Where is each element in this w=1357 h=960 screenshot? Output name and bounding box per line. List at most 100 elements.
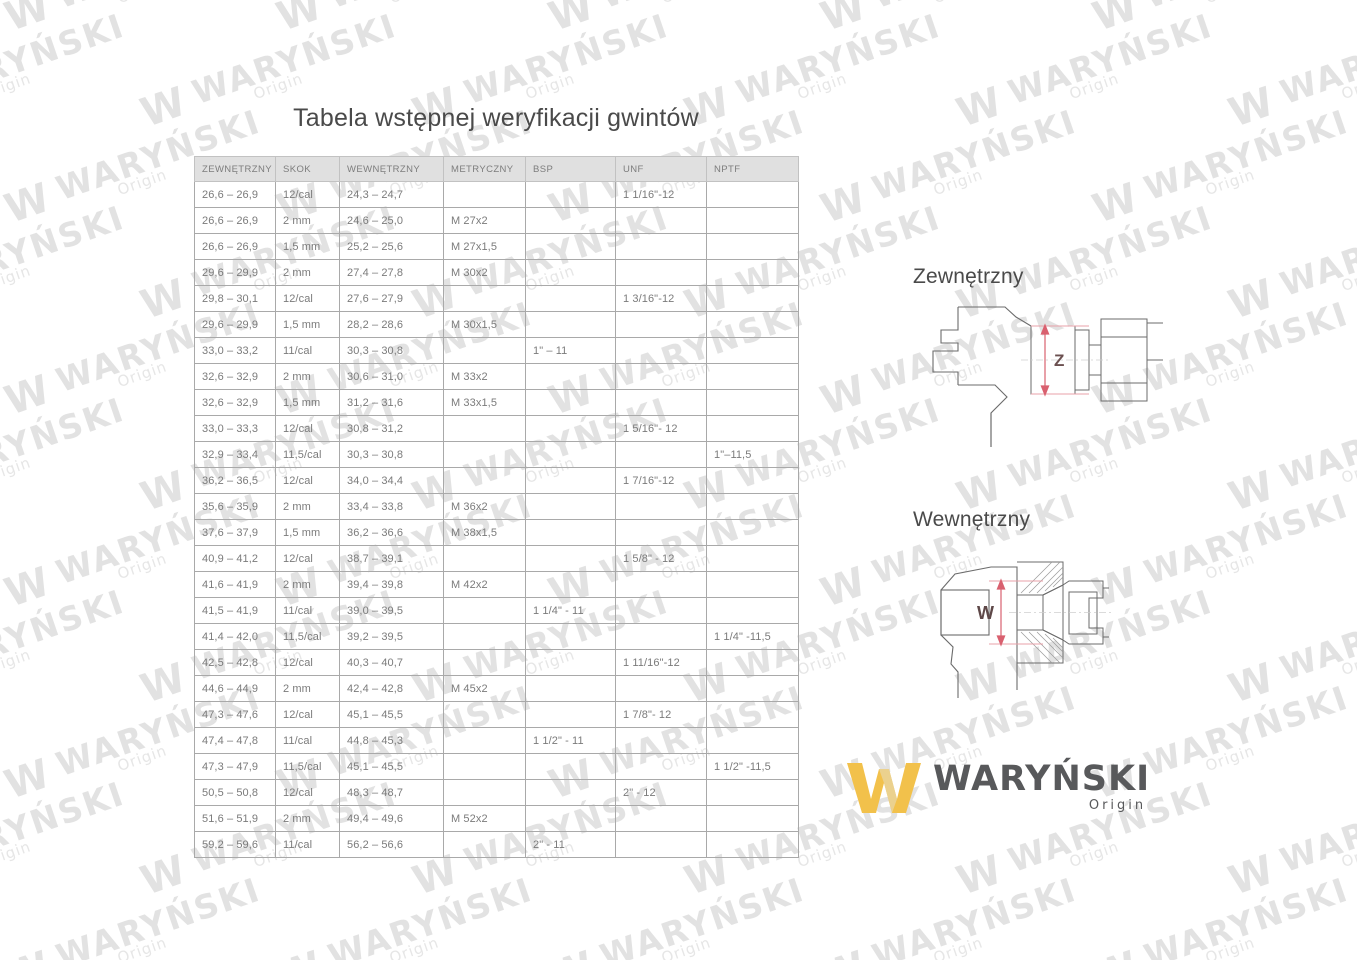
table-cell: 1"–11,5 bbox=[706, 441, 799, 468]
table-cell bbox=[615, 753, 707, 780]
table-cell bbox=[525, 181, 616, 208]
table-cell bbox=[443, 623, 526, 650]
table-cell: 31,2 – 31,6 bbox=[339, 389, 444, 416]
table-row: 32,9 – 33,4 11,5/cal 30,3 – 30,8 1"–11,5 bbox=[194, 441, 799, 468]
brand-logo-word: WARYŃSKI bbox=[933, 759, 1151, 799]
table-cell bbox=[615, 441, 707, 468]
table-cell bbox=[706, 285, 799, 312]
table-cell: 1 1/4" -11,5 bbox=[706, 623, 799, 650]
table-cell bbox=[525, 519, 616, 546]
table-row: 41,6 – 41,9 2 mm 39,4 – 39,8 M 42x2 bbox=[194, 571, 799, 598]
table-cell: 32,9 – 33,4 bbox=[194, 441, 276, 468]
table-cell: 44,6 – 44,9 bbox=[194, 675, 276, 702]
table-row: 26,6 – 26,9 1,5 mm 25,2 – 25,6 M 27x1,5 bbox=[194, 233, 799, 260]
table-cell bbox=[706, 779, 799, 806]
table-cell: 11/cal bbox=[275, 337, 340, 364]
table-cell: 28,2 – 28,6 bbox=[339, 311, 444, 338]
table-cell: 12/cal bbox=[275, 545, 340, 572]
table-row: 29,8 – 30,1 12/cal 27,6 – 27,9 1 3/16"-12 bbox=[194, 285, 799, 312]
table-cell: 42,5 – 42,8 bbox=[194, 649, 276, 676]
table-cell: 51,6 – 51,9 bbox=[194, 805, 276, 832]
table-row: 47,3 – 47,9 11,5/cal 45,1 – 45,5 1 1/2" -11… bbox=[194, 753, 799, 780]
table-cell: M 30x2 bbox=[443, 259, 526, 286]
table-cell bbox=[706, 571, 799, 598]
table-cell: 30,3 – 30,8 bbox=[339, 441, 444, 468]
table-cell bbox=[443, 831, 526, 858]
table-cell bbox=[443, 701, 526, 728]
table-row: 26,6 – 26,9 2 mm 24,6 – 25,0 M 27x2 bbox=[194, 207, 799, 234]
table-cell bbox=[706, 597, 799, 624]
table-cell: 59,2 – 59,6 bbox=[194, 831, 276, 858]
table-cell: M 36x2 bbox=[443, 493, 526, 520]
table-cell: 1 1/2" -11,5 bbox=[706, 753, 799, 780]
table-cell bbox=[706, 649, 799, 676]
table-row: 36,2 – 36,5 12/cal 34,0 – 34,4 1 7/16"-12 bbox=[194, 467, 799, 494]
table-cell: 26,6 – 26,9 bbox=[194, 233, 276, 260]
table-cell bbox=[615, 337, 707, 364]
table-cell: 11,5/cal bbox=[275, 441, 340, 468]
table-cell bbox=[706, 389, 799, 416]
table-cell: 1 5/16"- 12 bbox=[615, 415, 707, 442]
table-cell: 2 mm bbox=[275, 259, 340, 286]
diagram-external-title: Zewnętrzny bbox=[913, 265, 1024, 288]
table-cell: 2 mm bbox=[275, 571, 340, 598]
table-cell: 1 7/16"-12 bbox=[615, 467, 707, 494]
table-cell: M 30x1,5 bbox=[443, 311, 526, 338]
table-cell: 38,7 – 39,1 bbox=[339, 545, 444, 572]
table-cell bbox=[615, 311, 707, 338]
table-cell: 1" – 11 bbox=[525, 337, 616, 364]
table-header: ZEWNĘTRZNY SKOK WEWNĘTRZNY METRYCZNY BSP UNF N… bbox=[194, 156, 799, 182]
table-cell: 1 7/8"- 12 bbox=[615, 701, 707, 728]
table-cell: 27,4 – 27,8 bbox=[339, 259, 444, 286]
table-header-row: ZEWNĘTRZNY SKOK WEWNĘTRZNY METRYCZNY BSP UNF N… bbox=[194, 156, 799, 182]
table-cell: 12/cal bbox=[275, 701, 340, 728]
table-cell bbox=[706, 415, 799, 442]
table-column-header: METRYCZNY bbox=[443, 156, 526, 182]
table-cell bbox=[615, 675, 707, 702]
table-cell: 1 1/16"-12 bbox=[615, 181, 707, 208]
table-cell bbox=[706, 311, 799, 338]
table-cell: 47,4 – 47,8 bbox=[194, 727, 276, 754]
table-cell: 32,6 – 32,9 bbox=[194, 389, 276, 416]
table-cell bbox=[706, 805, 799, 832]
table-cell bbox=[525, 233, 616, 260]
table-cell bbox=[706, 545, 799, 572]
table-row: 32,6 – 32,9 2 mm 30,6 – 31,0 M 33x2 bbox=[194, 363, 799, 390]
table-cell bbox=[525, 545, 616, 572]
table-cell bbox=[525, 415, 616, 442]
table-cell: 2 mm bbox=[275, 805, 340, 832]
table-cell bbox=[443, 727, 526, 754]
table-cell bbox=[615, 831, 707, 858]
table-row: 41,4 – 42,0 11,5/cal 39,2 – 39,5 1 1/4" -11… bbox=[194, 623, 799, 650]
table-cell bbox=[706, 363, 799, 390]
page-title: Tabela wstępnej weryfikacji gwintów bbox=[293, 104, 699, 132]
table-cell: 56,2 – 56,6 bbox=[339, 831, 444, 858]
table-cell bbox=[615, 805, 707, 832]
table-cell: M 33x1,5 bbox=[443, 389, 526, 416]
caliper-external-illustration: Z bbox=[932, 306, 1163, 447]
table-cell: 32,6 – 32,9 bbox=[194, 363, 276, 390]
table-cell bbox=[443, 753, 526, 780]
table-cell bbox=[443, 337, 526, 364]
table-cell bbox=[525, 753, 616, 780]
table-row: 41,5 – 41,9 11/cal 39,0 – 39,5 1 1/4" - 11 bbox=[194, 597, 799, 624]
table-cell: 2 mm bbox=[275, 363, 340, 390]
table-cell bbox=[525, 701, 616, 728]
table-cell: 39,2 – 39,5 bbox=[339, 623, 444, 650]
table-cell bbox=[525, 623, 616, 650]
table-cell bbox=[443, 181, 526, 208]
table-cell: 11/cal bbox=[275, 597, 340, 624]
table-row: 47,4 – 47,8 11/cal 44,8 – 45,3 1 1/2" - 11 bbox=[194, 727, 799, 754]
table-cell: 29,8 – 30,1 bbox=[194, 285, 276, 312]
table-cell bbox=[525, 467, 616, 494]
table-cell: 24,6 – 25,0 bbox=[339, 207, 444, 234]
table-cell bbox=[525, 675, 616, 702]
table-cell bbox=[615, 389, 707, 416]
table-cell: 1,5 mm bbox=[275, 311, 340, 338]
table-cell: 45,1 – 45,5 bbox=[339, 753, 444, 780]
table-cell: 49,4 – 49,6 bbox=[339, 805, 444, 832]
table-row: 40,9 – 41,2 12/cal 38,7 – 39,1 1 5/8" - 12 bbox=[194, 545, 799, 572]
table-cell bbox=[706, 337, 799, 364]
table-cell: 1 1/4" - 11 bbox=[525, 597, 616, 624]
table-cell: 12/cal bbox=[275, 467, 340, 494]
